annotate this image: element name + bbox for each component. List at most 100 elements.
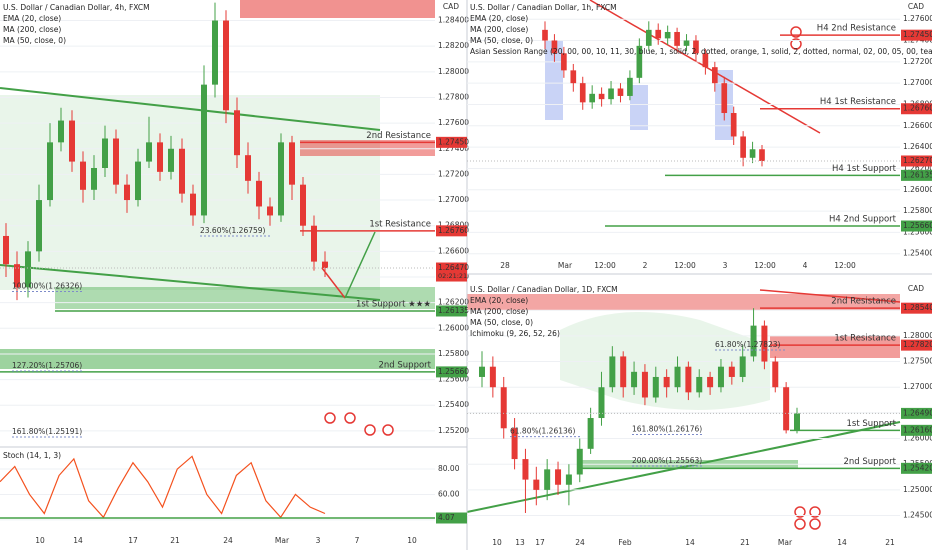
candle-body bbox=[664, 31, 671, 39]
candle-body bbox=[500, 387, 507, 429]
price-tag-label: 1.25660 bbox=[438, 367, 469, 376]
candle-body bbox=[245, 155, 251, 181]
zone bbox=[300, 140, 435, 156]
candle-body bbox=[783, 387, 790, 431]
price-tag-label: 4.07 bbox=[438, 513, 455, 522]
indicator-legend: EMA (20, close) bbox=[470, 14, 528, 23]
candle-body bbox=[544, 469, 551, 490]
indicator-legend: MA (200, close) bbox=[3, 25, 61, 34]
candle-body bbox=[589, 93, 596, 103]
y-tick-label: 1.28000 bbox=[903, 331, 932, 340]
arrow bbox=[321, 267, 346, 299]
candle-body bbox=[609, 356, 616, 388]
y-tick-label: 1.28400 bbox=[438, 16, 469, 25]
x-tick-label: Mar bbox=[558, 261, 573, 270]
candle-body bbox=[645, 29, 652, 46]
candle-body bbox=[47, 142, 53, 201]
candle-body bbox=[234, 110, 240, 156]
candle-body bbox=[717, 366, 724, 388]
candle-body bbox=[322, 261, 328, 269]
x-tick-label: 14 bbox=[685, 538, 695, 547]
event-icon bbox=[324, 412, 336, 424]
x-tick-label: 28 bbox=[500, 261, 510, 270]
indicator-legend: Ichimoku (9, 26, 52, 26) bbox=[470, 329, 560, 338]
x-tick-label: 12:00 bbox=[674, 261, 696, 270]
indicator-legend: Stoch (14, 1, 3) bbox=[3, 451, 61, 460]
level-label: H4 2nd Support bbox=[829, 215, 897, 225]
y-tick-label: 1.26000 bbox=[903, 185, 932, 194]
candle-body bbox=[579, 83, 586, 103]
currency: CAD bbox=[443, 2, 459, 11]
candle-body bbox=[223, 20, 229, 111]
level-label: 1st Support bbox=[847, 419, 897, 429]
y-tick-label: 1.26600 bbox=[903, 121, 932, 130]
y-tick-label: 1.27600 bbox=[903, 14, 932, 23]
fib-label: 23.60%(1.26759) bbox=[200, 226, 266, 235]
candle-body bbox=[631, 371, 638, 388]
candle-body bbox=[707, 376, 714, 388]
fib-label: 127.20%(1.25706) bbox=[12, 361, 82, 370]
price-tag-label: 1.26270 bbox=[903, 156, 932, 165]
trend-line bbox=[759, 289, 901, 303]
candle-body bbox=[728, 366, 735, 377]
price-tag bbox=[901, 407, 932, 419]
x-tick-label: 10 bbox=[407, 536, 417, 545]
y-tick-label: 1.27500 bbox=[903, 357, 932, 366]
price-tag bbox=[901, 462, 932, 474]
candle-body bbox=[674, 31, 680, 46]
candle-body bbox=[598, 93, 605, 100]
price-tag bbox=[901, 339, 932, 351]
currency: CAD bbox=[908, 2, 924, 11]
candle-body bbox=[693, 40, 699, 54]
x-tick-label: 21 bbox=[170, 536, 180, 545]
fib-label: 61.80%(1.26136) bbox=[510, 427, 576, 436]
event-icon bbox=[809, 518, 821, 530]
candle-body bbox=[91, 167, 97, 190]
event-icon bbox=[382, 424, 394, 436]
level-label: 1st Support ★★★ bbox=[356, 299, 431, 309]
y-tick-label: 1.27200 bbox=[438, 169, 469, 178]
price-tag bbox=[436, 136, 467, 148]
candle-body bbox=[674, 366, 681, 388]
y-tick-label: 1.26000 bbox=[903, 434, 932, 443]
price-tag-label: 1.26135 bbox=[903, 170, 932, 179]
event-icon bbox=[364, 424, 376, 436]
x-tick-label: 7 bbox=[355, 536, 360, 545]
x-tick-label: 12:00 bbox=[754, 261, 776, 270]
x-tick-label: 14 bbox=[73, 536, 83, 545]
candle-body bbox=[551, 40, 558, 54]
candle-body bbox=[652, 376, 659, 398]
x-tick-label: 10 bbox=[35, 536, 45, 545]
price-tag-label: 1.26760 bbox=[438, 226, 469, 235]
candle-body bbox=[212, 20, 218, 85]
price-tag-label: 1.26490 bbox=[903, 408, 932, 417]
zone bbox=[630, 85, 648, 130]
candle-body bbox=[576, 448, 583, 475]
candle-body bbox=[14, 264, 20, 288]
indicator-legend: MA (200, close) bbox=[470, 307, 528, 316]
candle-body bbox=[685, 366, 692, 393]
candle-body bbox=[598, 387, 605, 419]
x-tick-label: Mar bbox=[778, 538, 793, 547]
level-label: 2nd Support bbox=[844, 457, 897, 467]
zone bbox=[770, 336, 900, 358]
countdown: 02:21:21 bbox=[438, 272, 467, 280]
indicator-legend: MA (200, close) bbox=[470, 25, 528, 34]
candle-body bbox=[300, 184, 306, 226]
candle-body bbox=[565, 474, 572, 485]
y-tick-label: 1.26600 bbox=[438, 246, 469, 255]
candle-body bbox=[617, 88, 624, 96]
candle-body bbox=[511, 428, 518, 460]
candle-body bbox=[168, 148, 174, 172]
level-label: 2nd Support bbox=[379, 360, 432, 370]
price-tag bbox=[436, 512, 467, 524]
price-tag-label: 1.26760 bbox=[903, 104, 932, 113]
fib-label: 100.00%(1.26326) bbox=[12, 281, 82, 290]
candle-body bbox=[256, 180, 262, 207]
y-tick-label: 1.27800 bbox=[438, 92, 469, 101]
y-tick-label: 1.25600 bbox=[903, 227, 932, 236]
y-tick-label: 1.27600 bbox=[438, 118, 469, 127]
candle-body bbox=[201, 84, 207, 216]
candle-body bbox=[772, 361, 779, 388]
x-tick-label: 24 bbox=[575, 538, 585, 547]
